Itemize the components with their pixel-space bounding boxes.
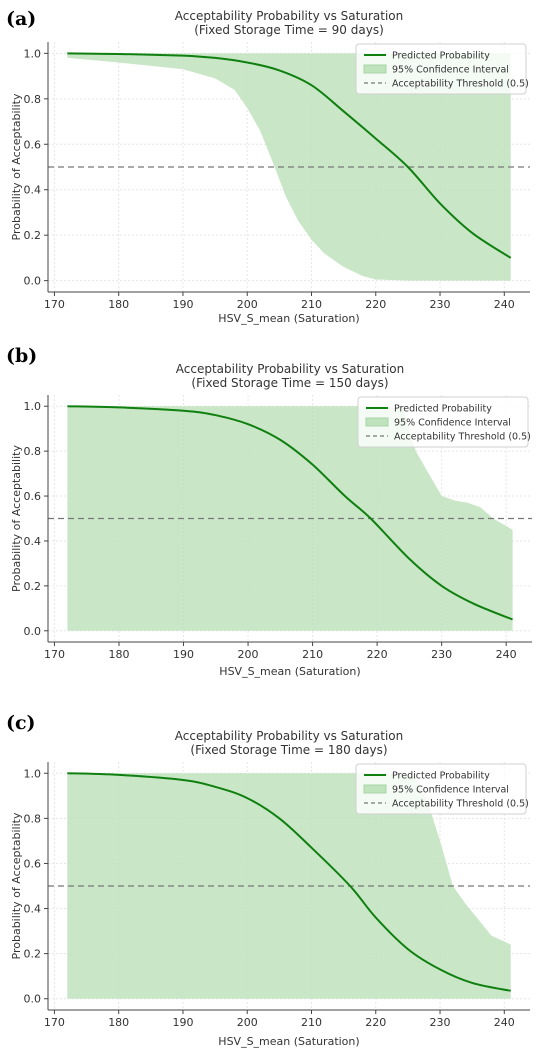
x-tick-label: 230	[430, 1016, 451, 1029]
y-tick-label: 0.0	[24, 625, 42, 638]
x-tick-label: 200	[237, 298, 258, 311]
y-tick-label: 0.0	[24, 993, 42, 1006]
x-tick-label: 180	[108, 648, 129, 661]
y-tick-label: 0.4	[24, 535, 42, 548]
panel-label: (b)	[6, 345, 38, 367]
y-axis-label: Probability of Acceptability	[10, 93, 23, 240]
x-tick-label: 240	[494, 1016, 515, 1029]
chart-c: 170 180 190 200 210 220 230 240 0.0 0.2 0.4 0.6 0.8 1…	[10, 729, 530, 1048]
legend-swatch-band	[365, 417, 389, 427]
x-axis-label: HSV_S_mean (Saturation)	[218, 312, 359, 325]
legend-label: 95% Confidence Interval	[392, 785, 509, 796]
panel-b: (b) 170 180 190 200 210 220 230 240 0.0 0.2 0.4 0.6…	[0, 345, 550, 695]
chart-subtitle: (Fixed Storage Time = 180 days)	[190, 743, 387, 757]
y-tick-label: 1.0	[24, 47, 42, 60]
x-tick-label: 180	[108, 298, 129, 311]
x-tick-label: 220	[365, 298, 386, 311]
chart-subtitle: (Fixed Storage Time = 90 days)	[194, 23, 384, 37]
legend-label: 95% Confidence Interval	[394, 418, 511, 429]
y-tick-label: 0.2	[24, 229, 42, 242]
y-tick-label: 0.4	[24, 903, 42, 916]
x-tick-label: 170	[44, 648, 65, 661]
y-tick-label: 0.6	[24, 857, 42, 870]
predicted-probability-line	[67, 772, 511, 992]
chart-title: Acceptability Probability vs Saturation	[175, 729, 403, 743]
x-tick-label: 240	[494, 298, 515, 311]
x-tick-label: 210	[302, 648, 323, 661]
x-tick-label: 230	[431, 648, 452, 661]
chart-b: 170 180 190 200 210 220 230 240 0.0 0.2 0.4 0.6 0.8 1…	[10, 362, 532, 678]
x-tick-label: 170	[44, 1016, 65, 1029]
x-axis-label: HSV_S_mean (Saturation)	[218, 1035, 359, 1048]
legend-label: 95% Confidence Interval	[392, 65, 509, 76]
legend-label: Predicted Probability	[392, 771, 490, 782]
x-tick-label: 230	[430, 298, 451, 311]
predicted-probability-line	[67, 52, 512, 259]
y-tick-label: 0.2	[24, 580, 42, 593]
x-tick-label: 180	[108, 1016, 129, 1029]
legend-box	[357, 396, 529, 448]
panel-a: (a) 170 180 190 200 210 220 230 240 0.0 0.2 0.4 0.6…	[0, 0, 550, 340]
y-tick-label: 0.8	[24, 93, 42, 106]
x-tick-label: 240	[496, 648, 517, 661]
chart-subtitle: (Fixed Storage Time = 150 days)	[191, 376, 388, 390]
y-tick-label: 0.8	[24, 445, 42, 458]
x-tick-label: 190	[173, 648, 194, 661]
legend-label: Predicted Probability	[392, 51, 490, 62]
y-tick-label: 0.0	[24, 275, 42, 288]
x-tick-label: 210	[301, 298, 322, 311]
y-tick-label: 0.6	[24, 138, 42, 151]
x-tick-label: 220	[365, 1016, 386, 1029]
x-tick-label: 190	[172, 1016, 193, 1029]
y-tick-label: 0.2	[24, 948, 42, 961]
y-axis-label: Probability of Acceptability	[10, 812, 23, 959]
chart-title: Acceptability Probability vs Saturation	[175, 9, 403, 23]
chart-a: 170 180 190 200 210 220 230 240 0.0 0.2 0.4 0.6 0.8 1…	[10, 9, 530, 325]
y-tick-label: 0.8	[24, 812, 42, 825]
legend-label: Predicted Probability	[394, 404, 492, 415]
y-tick-label: 0.6	[24, 490, 42, 503]
legend-swatch-band	[363, 64, 387, 74]
y-tick-label: 1.0	[24, 767, 42, 780]
x-tick-label: 210	[301, 1016, 322, 1029]
y-tick-label: 0.4	[24, 184, 42, 197]
legend-box	[355, 763, 527, 815]
y-axis-label: Probability of Acceptability	[10, 445, 23, 592]
x-tick-label: 200	[238, 648, 259, 661]
legend-box	[355, 43, 527, 95]
x-tick-label: 170	[44, 298, 65, 311]
legend-label: Acceptability Threshold (0.5)	[394, 432, 531, 443]
panel-label: (c)	[6, 712, 36, 734]
x-tick-label: 190	[172, 298, 193, 311]
panel-c: (c) 170 180 190 200 210 220 230 240 0.0 0.2 0.4 0.6…	[0, 710, 550, 1060]
panel-label: (a)	[6, 8, 37, 30]
legend-label: Acceptability Threshold (0.5)	[392, 79, 529, 90]
x-tick-label: 220	[367, 648, 388, 661]
predicted-probability-line	[67, 405, 513, 621]
legend-label: Acceptability Threshold (0.5)	[392, 799, 529, 810]
legend-swatch-band	[363, 784, 387, 794]
y-tick-label: 1.0	[24, 400, 42, 413]
x-tick-label: 200	[237, 1016, 258, 1029]
x-axis-label: HSV_S_mean (Saturation)	[219, 665, 360, 678]
chart-title: Acceptability Probability vs Saturation	[176, 362, 404, 376]
